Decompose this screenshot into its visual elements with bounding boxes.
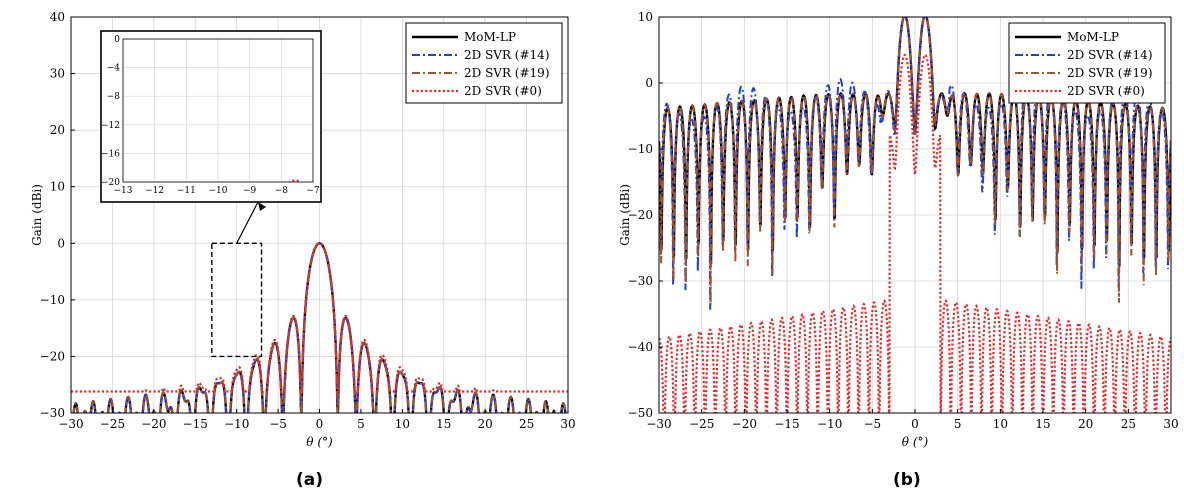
zoom-arrow-line (236, 201, 259, 244)
y-tick-label: 10 (50, 180, 65, 194)
inset-x-tick-label: −11 (177, 186, 196, 196)
inset-plot: −13 −12 −11 −10 −9 −8 −7 −20 −16 −12 −8 −4 0 (100, 30, 322, 203)
y-tick-label: −40 (628, 340, 653, 354)
legend-entry-1: 2D SVR (#14) (464, 48, 550, 62)
y-tick-label: −50 (628, 406, 653, 420)
y-tick-label: −10 (628, 142, 653, 156)
inset-y-tick-label: −20 (101, 178, 120, 188)
x-tick-label: −30 (58, 417, 83, 431)
x-tick-label: 10 (993, 417, 1008, 431)
x-tick-label: 25 (1121, 417, 1136, 431)
x-tick-label: −5 (863, 417, 881, 431)
legend-entry-0: MoM-LP (1067, 30, 1119, 44)
series-line-3 (71, 242, 568, 396)
legend-entry-3: 2D SVR (#0) (1067, 84, 1145, 98)
x-tick-label: 10 (395, 417, 410, 431)
inset-x-tick-label: −13 (114, 186, 133, 196)
x-tick-label: −15 (774, 417, 799, 431)
x-tick-label: 15 (1035, 417, 1050, 431)
legend-entry-2: 2D SVR (#19) (1067, 66, 1153, 80)
inset-frame (122, 38, 314, 183)
chart-panel-0: −30 −25 −20 −15 −10 −5 0 5 10 15 20 25 30 −30 −20 −10 0 1… (30, 10, 576, 449)
inset-x-tick-label: −9 (243, 186, 257, 196)
inset-x-tick-label: −10 (209, 186, 228, 196)
legend-entry-1: 2D SVR (#14) (1067, 48, 1153, 62)
legend: MoM-LP 2D SVR (#14) 2D SVR (#19) 2D SVR (#0… (1008, 22, 1166, 104)
inset-y-tick-label: 0 (114, 35, 120, 45)
x-axis-label: θ (°) (306, 435, 333, 449)
x-tick-label: −5 (269, 417, 287, 431)
x-tick-label: −20 (732, 417, 757, 431)
zoom-arrow-head (258, 202, 266, 211)
x-tick-label: 5 (357, 417, 365, 431)
x-tick-label: 5 (954, 417, 962, 431)
inset-x-tick-label: −8 (275, 186, 289, 196)
y-tick-label: 10 (638, 10, 653, 24)
legend: MoM-LP 2D SVR (#14) 2D SVR (#19) 2D SVR (#0… (405, 22, 563, 104)
y-tick-label: 0 (645, 76, 653, 90)
x-tick-label: 15 (436, 417, 451, 431)
legend-entry-3: 2D SVR (#0) (464, 84, 542, 98)
y-tick-label: 30 (50, 67, 65, 81)
inset-x-tick-label: −7 (306, 186, 320, 196)
y-axis-label: Gain (dBi) (30, 184, 44, 246)
y-tick-label: 40 (50, 10, 65, 24)
x-tick-label: −25 (689, 417, 714, 431)
x-tick-label: 30 (560, 417, 575, 431)
y-tick-label: −30 (40, 406, 65, 420)
x-tick-label: 25 (519, 417, 534, 431)
legend-entry-2: 2D SVR (#19) (464, 66, 550, 80)
y-axis-label: Gain (dBi) (618, 184, 632, 246)
y-tick-label: −10 (40, 293, 65, 307)
y-tick-label: 20 (50, 123, 65, 137)
inset-x-tick-label: −12 (145, 186, 164, 196)
inset-y-tick-label: −4 (107, 64, 121, 74)
y-tick-label: −20 (40, 349, 65, 363)
x-axis-label: θ (°) (902, 435, 929, 449)
series-line-2 (659, 17, 1171, 305)
inset-y-tick-label: −12 (101, 121, 120, 131)
x-tick-label: −25 (100, 417, 125, 431)
x-tick-label: 30 (1163, 417, 1178, 431)
panel-a-label: (a) (296, 470, 324, 490)
y-tick-label: −20 (628, 208, 653, 222)
y-tick-label: −30 (628, 274, 653, 288)
x-tick-label: 20 (1078, 417, 1093, 431)
legend-entry-0: MoM-LP (464, 30, 516, 44)
x-tick-label: 20 (478, 417, 493, 431)
inset-y-tick-label: −16 (101, 149, 120, 159)
y-tick-label: 0 (57, 236, 65, 250)
chart-panel-1: −30 −25 −20 −15 −10 −5 0 5 10 15 20 25 30−50−40−30−2… (618, 10, 1179, 449)
x-tick-label: −10 (224, 417, 249, 431)
panel-b-label: (b) (893, 470, 921, 490)
x-tick-label: 0 (911, 417, 919, 431)
x-tick-label: −15 (183, 417, 208, 431)
x-tick-label: −10 (817, 417, 842, 431)
x-tick-label: −30 (646, 417, 671, 431)
inset-y-tick-label: −8 (107, 92, 121, 102)
inset-border (100, 30, 322, 203)
x-tick-label: 0 (316, 417, 324, 431)
series-group (659, 17, 1171, 413)
x-tick-label: −20 (141, 417, 166, 431)
